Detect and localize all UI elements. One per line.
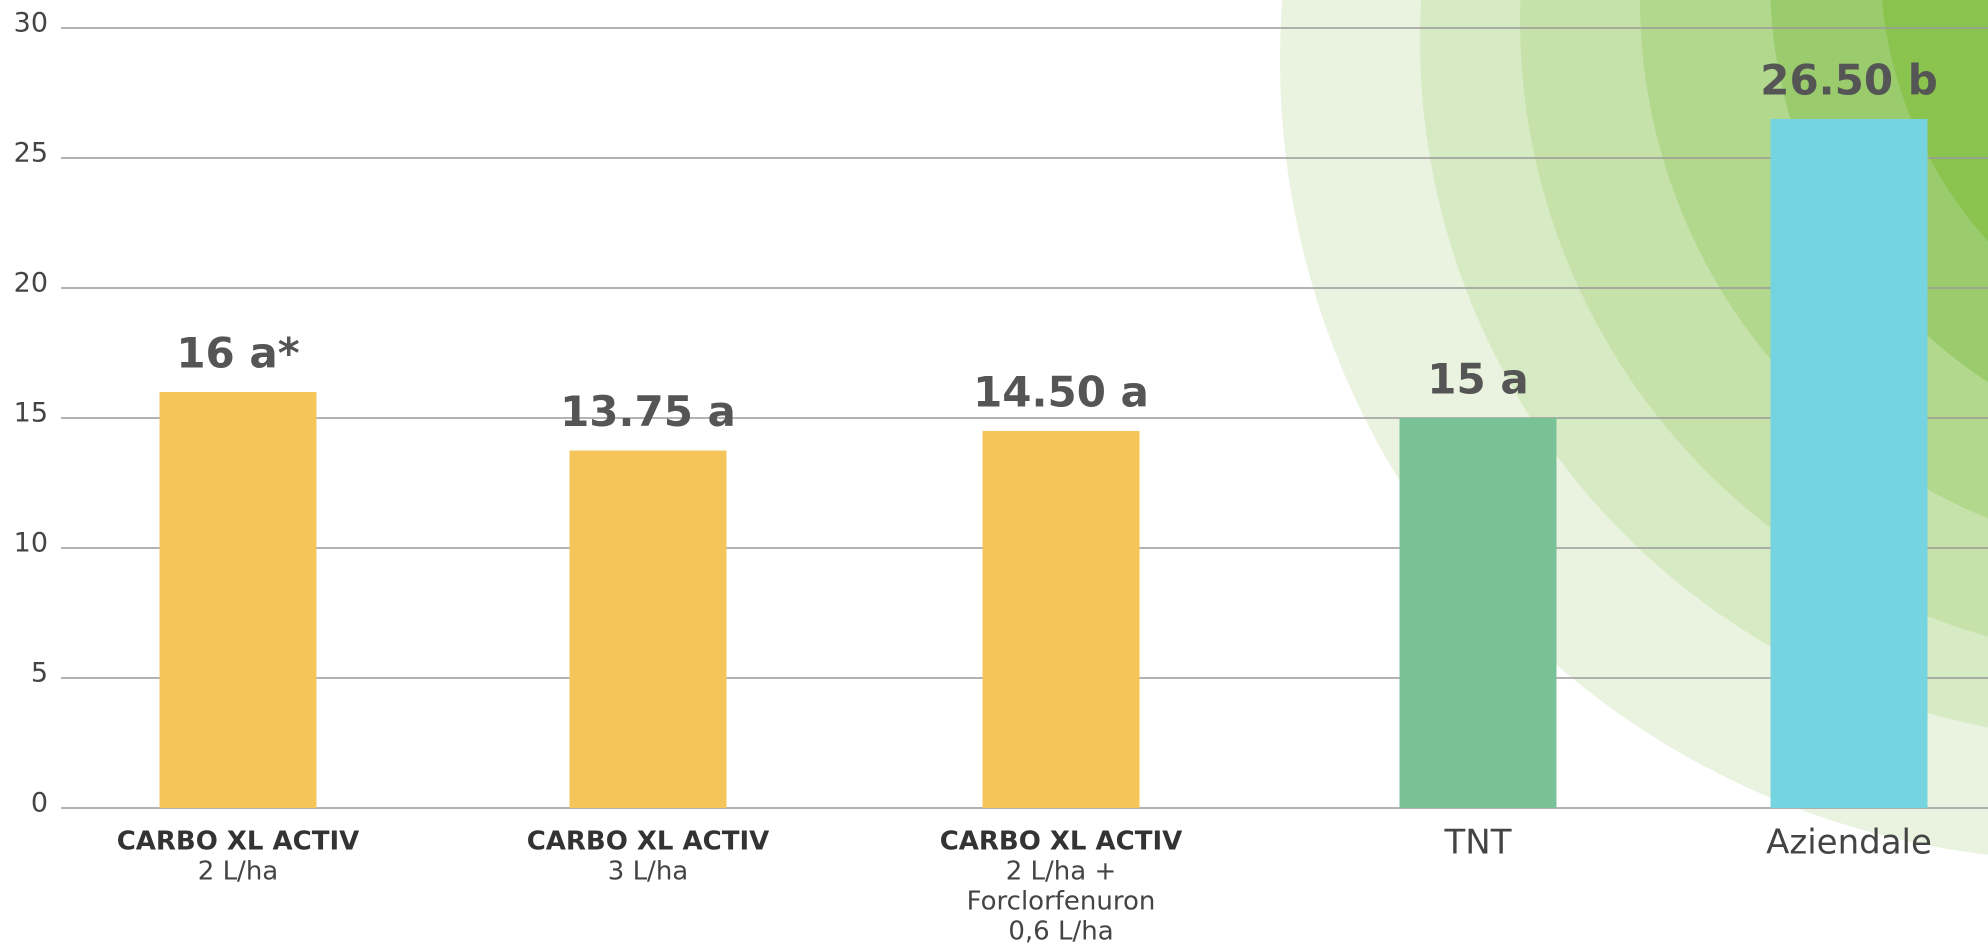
x-tick-label: TNT [1444, 823, 1512, 863]
bar [1399, 418, 1557, 808]
bar [1770, 119, 1928, 808]
x-tick-detail: Forclorfenuron [967, 887, 1156, 917]
y-tick-label: 25 [14, 138, 48, 169]
value-label: 13.75 a [560, 387, 736, 436]
value-label: 26.50 b [1760, 56, 1938, 105]
bar [569, 450, 727, 808]
x-tick-detail: 3 L/ha [608, 857, 688, 887]
value-label: 15 a [1427, 355, 1528, 404]
y-tick-label: 15 [14, 398, 48, 429]
value-label: 16 a* [176, 329, 299, 378]
y-tick-label: 30 [14, 8, 48, 39]
x-tick-label: CARBO XL ACTIV [527, 827, 770, 857]
bar [982, 431, 1140, 808]
x-tick-label: CARBO XL ACTIV [940, 827, 1183, 857]
bar [159, 392, 317, 808]
y-tick-label: 5 [31, 658, 48, 689]
x-tick-detail: 0,6 L/ha [1008, 917, 1113, 945]
y-tick-label: 0 [31, 788, 48, 819]
y-tick-label: 20 [14, 268, 48, 299]
x-tick-detail: 2 L/ha + [1006, 857, 1117, 887]
x-tick-detail: 2 L/ha [198, 857, 278, 887]
value-label: 14.50 a [973, 368, 1149, 417]
x-tick-label: Aziendale [1766, 823, 1932, 863]
y-tick-label: 10 [14, 528, 48, 559]
x-tick-label: CARBO XL ACTIV [117, 827, 360, 857]
